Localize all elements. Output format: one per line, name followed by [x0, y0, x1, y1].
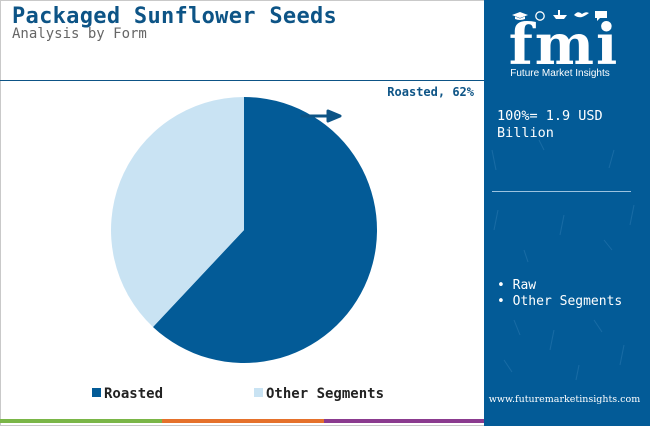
logo-wordmark: fmi — [509, 12, 620, 78]
footer-bar-orange — [162, 419, 324, 423]
legend-item-other-segments: Other Segments — [254, 386, 384, 402]
pie-slices — [111, 97, 378, 363]
panel-divider — [492, 191, 631, 192]
header-divider — [0, 80, 484, 81]
website-url[interactable]: www.futuremarketinsights.com — [488, 394, 641, 405]
segment-item: Other Segments — [497, 294, 623, 310]
legend-swatch-other-segments — [254, 388, 263, 397]
footer-bar-purple — [324, 419, 484, 423]
legend-label-other-segments: Other Segments — [266, 386, 385, 402]
pie-slice-other-segments — [111, 97, 245, 327]
bird-icon — [574, 12, 589, 18]
legend-label-roasted: Roasted — [104, 386, 164, 402]
ship-icon — [553, 10, 567, 19]
page-title: Packaged Sunflower Seeds — [12, 4, 338, 29]
logo-icons — [512, 10, 607, 21]
segment-list: Raw Other Segments — [497, 278, 623, 310]
fmi-logo: fmi — [509, 10, 620, 78]
footer-bar-green — [0, 419, 162, 423]
segment-item: Raw — [497, 278, 622, 294]
page-subtitle: Analysis by Form — [12, 26, 147, 42]
market-total: 100%= 1.9 USD Billion — [497, 108, 603, 141]
pie-slice-roasted — [152, 97, 378, 363]
annotation-arrow — [300, 109, 342, 123]
brand-tagline: Future Market Insights — [510, 68, 610, 79]
panel-texture — [491, 139, 635, 381]
legend-item-roasted: Roasted — [92, 386, 163, 402]
legend-swatch-roasted — [92, 388, 101, 397]
pie-chart: Roasted, 62% — [111, 85, 475, 363]
graduation-cap-icon — [512, 12, 528, 20]
roasted-annotation: Roasted, 62% — [387, 85, 474, 99]
chat-icon — [595, 11, 607, 21]
info-panel — [484, 0, 650, 426]
globe-icon — [535, 11, 545, 21]
